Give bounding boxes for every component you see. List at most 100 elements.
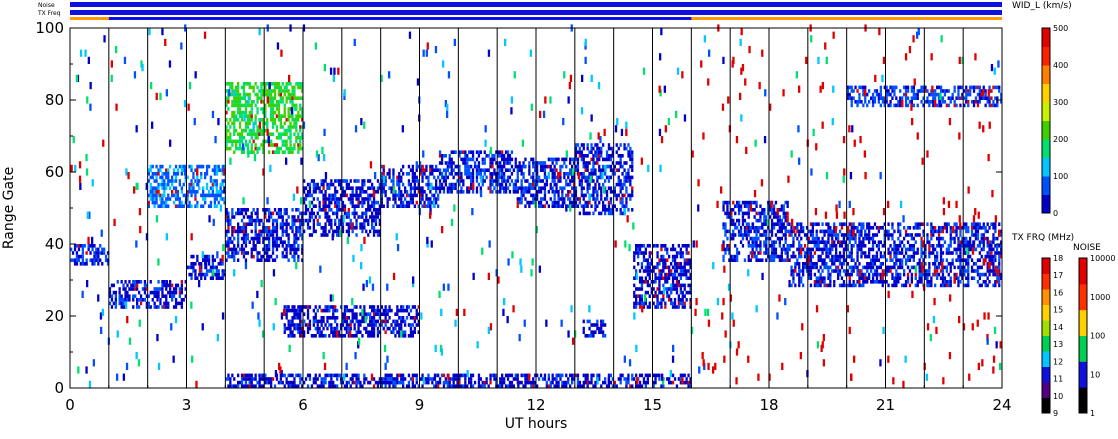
echo-cell (916, 280, 919, 284)
echo-cell (524, 384, 527, 388)
echo-cell (640, 251, 644, 255)
echo-cell (532, 377, 535, 381)
echo-cell (293, 251, 296, 255)
echo-cell (543, 373, 547, 378)
echo-cell (611, 211, 614, 216)
echo-cell (256, 251, 259, 255)
echo-cell (846, 85, 849, 90)
echo-cell (429, 190, 432, 194)
echo-cell (945, 222, 948, 226)
echo-cell (312, 179, 315, 183)
echo-cell (889, 258, 892, 262)
echo-cell (345, 229, 348, 234)
echo-cell (782, 211, 785, 216)
echo-cell (782, 226, 785, 230)
echo-cell (421, 172, 424, 176)
echo-cell (866, 262, 869, 266)
echo-cell (299, 334, 302, 338)
echo-cell (75, 251, 79, 255)
echo-cell (685, 276, 688, 280)
echo-cell (571, 164, 574, 169)
echo-cell (858, 244, 861, 248)
echo-cell (996, 103, 999, 108)
echo-cell (914, 233, 917, 237)
echo-cell (743, 226, 747, 230)
echo-cell (468, 190, 471, 194)
echo-cell (862, 226, 865, 230)
echo-cell (353, 373, 356, 378)
echo-cell (217, 272, 220, 277)
echo-cell (594, 161, 597, 165)
echo-cell (409, 190, 413, 194)
echo-cell (419, 186, 422, 190)
echo-cell (299, 380, 302, 385)
echo-cell (635, 247, 638, 252)
echo-cell (462, 150, 465, 154)
echo-cell (941, 280, 945, 284)
echo-cell (600, 211, 603, 216)
echo-cell (724, 251, 727, 255)
echo-cell (934, 247, 937, 252)
echo-cell (772, 204, 776, 208)
echo-cell (959, 96, 962, 100)
echo-cell (638, 251, 642, 255)
echo-cell (437, 380, 440, 385)
echo-cell (635, 244, 638, 248)
echo-cell (462, 179, 465, 183)
echo-cell (594, 208, 597, 212)
echo-cell (821, 240, 824, 244)
echo-cell (367, 200, 370, 205)
echo-cell (213, 258, 216, 262)
echo-cell (835, 251, 838, 255)
echo-cell (244, 373, 248, 378)
echo-cell (586, 384, 589, 388)
echo-cell (685, 298, 688, 302)
echo-cell (732, 258, 735, 262)
echo-cell (963, 222, 966, 226)
echo-cell (378, 211, 381, 216)
echo-cell (440, 182, 444, 187)
echo-cell (590, 380, 593, 385)
echo-cell (734, 233, 737, 237)
echo-cell (110, 298, 114, 302)
echo-cell (524, 377, 527, 381)
echo-cell (85, 262, 88, 266)
echo-cell (664, 244, 667, 248)
echo-cell (681, 265, 684, 270)
echo-cell (328, 373, 331, 378)
echo-cell (320, 182, 323, 187)
echo-cell (934, 254, 937, 259)
echo-cell (969, 85, 972, 90)
echo-cell (334, 326, 337, 331)
echo-cell (308, 186, 312, 190)
echo-cell (883, 269, 886, 273)
echo-cell (961, 258, 964, 262)
echo-cell (939, 283, 943, 288)
echo-cell (326, 319, 329, 324)
echo-cell (324, 226, 327, 230)
echo-cell (974, 247, 978, 252)
echo-cell (932, 247, 935, 252)
echo-cell (106, 262, 110, 266)
echo-cell (914, 283, 917, 288)
echo-cell (584, 168, 587, 172)
echo-cell (658, 269, 661, 273)
echo-cell (955, 233, 958, 237)
echo-cell (897, 272, 900, 277)
echo-cell (722, 200, 725, 205)
echo-cell (411, 373, 414, 378)
echo-cell (844, 283, 847, 288)
echo-cell (582, 175, 585, 180)
echo-cell (227, 384, 230, 388)
echo-cell (316, 377, 319, 381)
echo-cell (355, 197, 358, 201)
echo-cell (190, 272, 193, 277)
echo-cell (357, 330, 360, 334)
echo-cell (322, 319, 325, 324)
echo-cell (398, 179, 401, 183)
echo-cell (757, 244, 760, 248)
echo-cell (470, 377, 473, 381)
echo-cell (914, 240, 917, 244)
echo-cell (553, 197, 556, 201)
echo-cell (211, 265, 214, 270)
